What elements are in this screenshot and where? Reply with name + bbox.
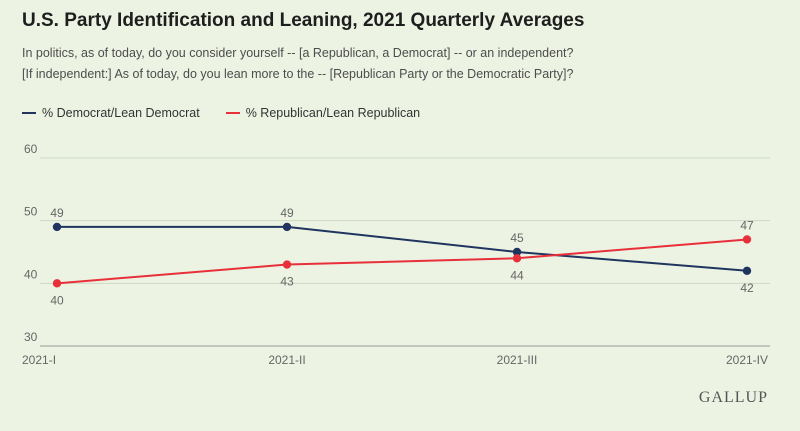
data-label: 44 bbox=[510, 268, 524, 282]
data-label: 43 bbox=[280, 275, 294, 289]
x-tick-label: 2021-III bbox=[497, 353, 538, 367]
data-point bbox=[282, 222, 292, 232]
legend-label-democrat: % Democrat/Lean Democrat bbox=[42, 106, 200, 120]
data-label: 47 bbox=[740, 218, 754, 232]
legend-item-democrat: % Democrat/Lean Democrat bbox=[22, 106, 200, 120]
y-tick-label: 60 bbox=[24, 142, 38, 156]
legend-swatch-democrat bbox=[22, 112, 36, 114]
data-point bbox=[512, 247, 522, 257]
data-point bbox=[742, 266, 752, 275]
gallup-logo: GALLUP bbox=[698, 389, 768, 406]
data-point bbox=[742, 235, 752, 244]
chart-title: U.S. Party Identification and Leaning, 2… bbox=[22, 10, 585, 31]
y-tick-label: 40 bbox=[24, 267, 38, 281]
x-tick-label: 2021-IV bbox=[726, 353, 768, 367]
chart-legend: % Democrat/Lean Democrat % Republican/Le… bbox=[22, 106, 446, 120]
chart-subtitle-line-2: [If independent:] As of today, do you le… bbox=[22, 67, 574, 81]
data-label: 45 bbox=[510, 231, 524, 245]
legend-swatch-republican bbox=[225, 112, 240, 114]
data-label: 49 bbox=[280, 206, 294, 220]
series-line-1 bbox=[56, 238, 748, 285]
data-label: 42 bbox=[740, 281, 754, 295]
y-tick-label: 50 bbox=[24, 205, 38, 219]
y-tick-label: 30 bbox=[24, 330, 38, 344]
legend-label-republican: % Republican/Lean Republican bbox=[245, 106, 421, 120]
x-tick-label: 2021-I bbox=[22, 353, 56, 367]
series-line-0 bbox=[57, 225, 748, 272]
data-label: 49 bbox=[50, 206, 64, 220]
data-point bbox=[282, 260, 292, 269]
x-tick-label: 2021-II bbox=[268, 353, 305, 367]
chart-subtitle-line-1: In politics, as of today, do you conside… bbox=[22, 46, 574, 60]
legend-item-republican: % Republican/Lean Republican bbox=[225, 106, 421, 120]
data-label: 40 bbox=[50, 293, 64, 307]
data-point bbox=[512, 254, 522, 263]
data-point bbox=[52, 222, 62, 232]
data-point bbox=[52, 279, 62, 288]
